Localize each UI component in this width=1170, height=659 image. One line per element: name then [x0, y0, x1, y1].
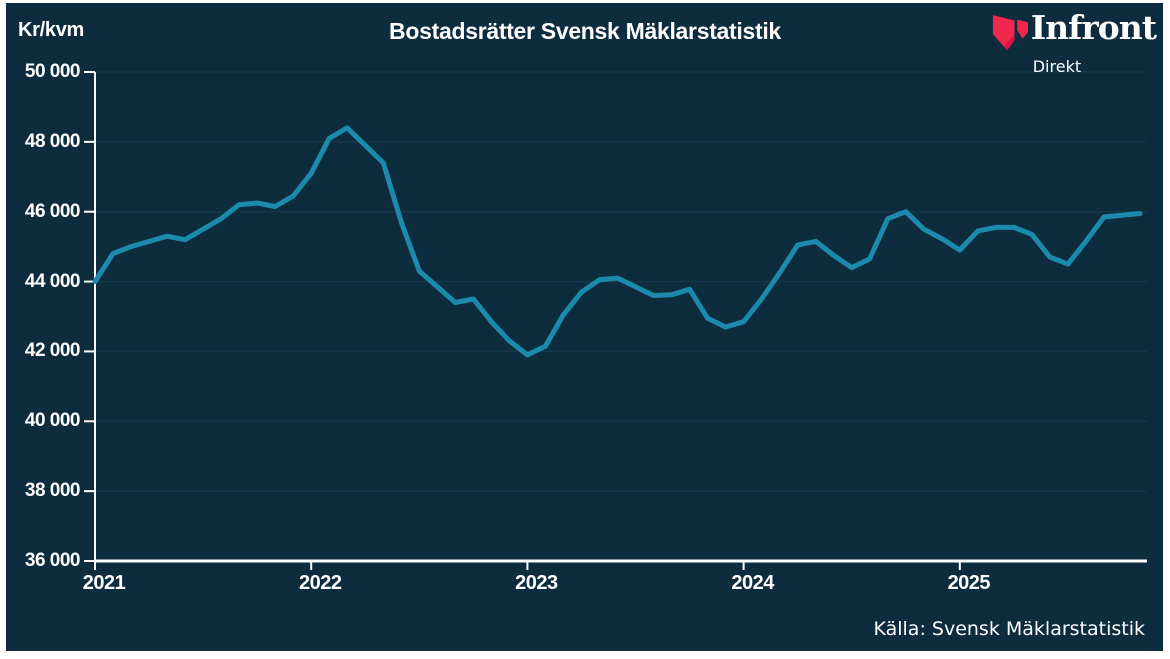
y-axis-tick-label: 40 000: [24, 410, 81, 432]
frame-border-bottom: [0, 651, 1170, 659]
y-axis-tick-label: 50 000: [24, 61, 81, 82]
x-axis-tick-label: 2023: [515, 572, 558, 594]
infront-direkt-logo: Infront Direkt: [992, 8, 1157, 76]
frame-border-top: [0, 0, 1170, 3]
x-axis-tick-label: 2025: [947, 572, 991, 594]
y-axis-tick-label: 42 000: [24, 340, 81, 362]
chart-title: Bostadsrätter Svensk Mäklarstatistik: [389, 18, 781, 44]
y-axis-tick-label: 46 000: [24, 200, 81, 222]
frame-border-right: [1163, 0, 1170, 659]
frame-border-left: [0, 0, 6, 659]
y-axis-tick-label: 38 000: [24, 480, 81, 502]
price-line: [92, 125, 1143, 358]
infront-logo-subtitle: Direkt: [1032, 57, 1082, 76]
y-axis-unit-label: Kr/kvm: [18, 19, 85, 41]
x-axis-tick-label: 2021: [82, 572, 126, 594]
x-axis-tick-label: 2022: [298, 572, 342, 594]
y-axis-tick-label: 48 000: [24, 130, 81, 152]
infront-logo-wordmark: Infront: [1030, 8, 1157, 47]
infront-logo-mark-icon: [992, 15, 1028, 51]
x-axis-tick-label: 2024: [731, 572, 774, 594]
y-axis-tick-label: 44 000: [24, 270, 81, 292]
source-attribution: Källa: Svensk Mäklarstatistik: [873, 618, 1145, 640]
y-axis-tick-label: 36 000: [24, 550, 81, 571]
